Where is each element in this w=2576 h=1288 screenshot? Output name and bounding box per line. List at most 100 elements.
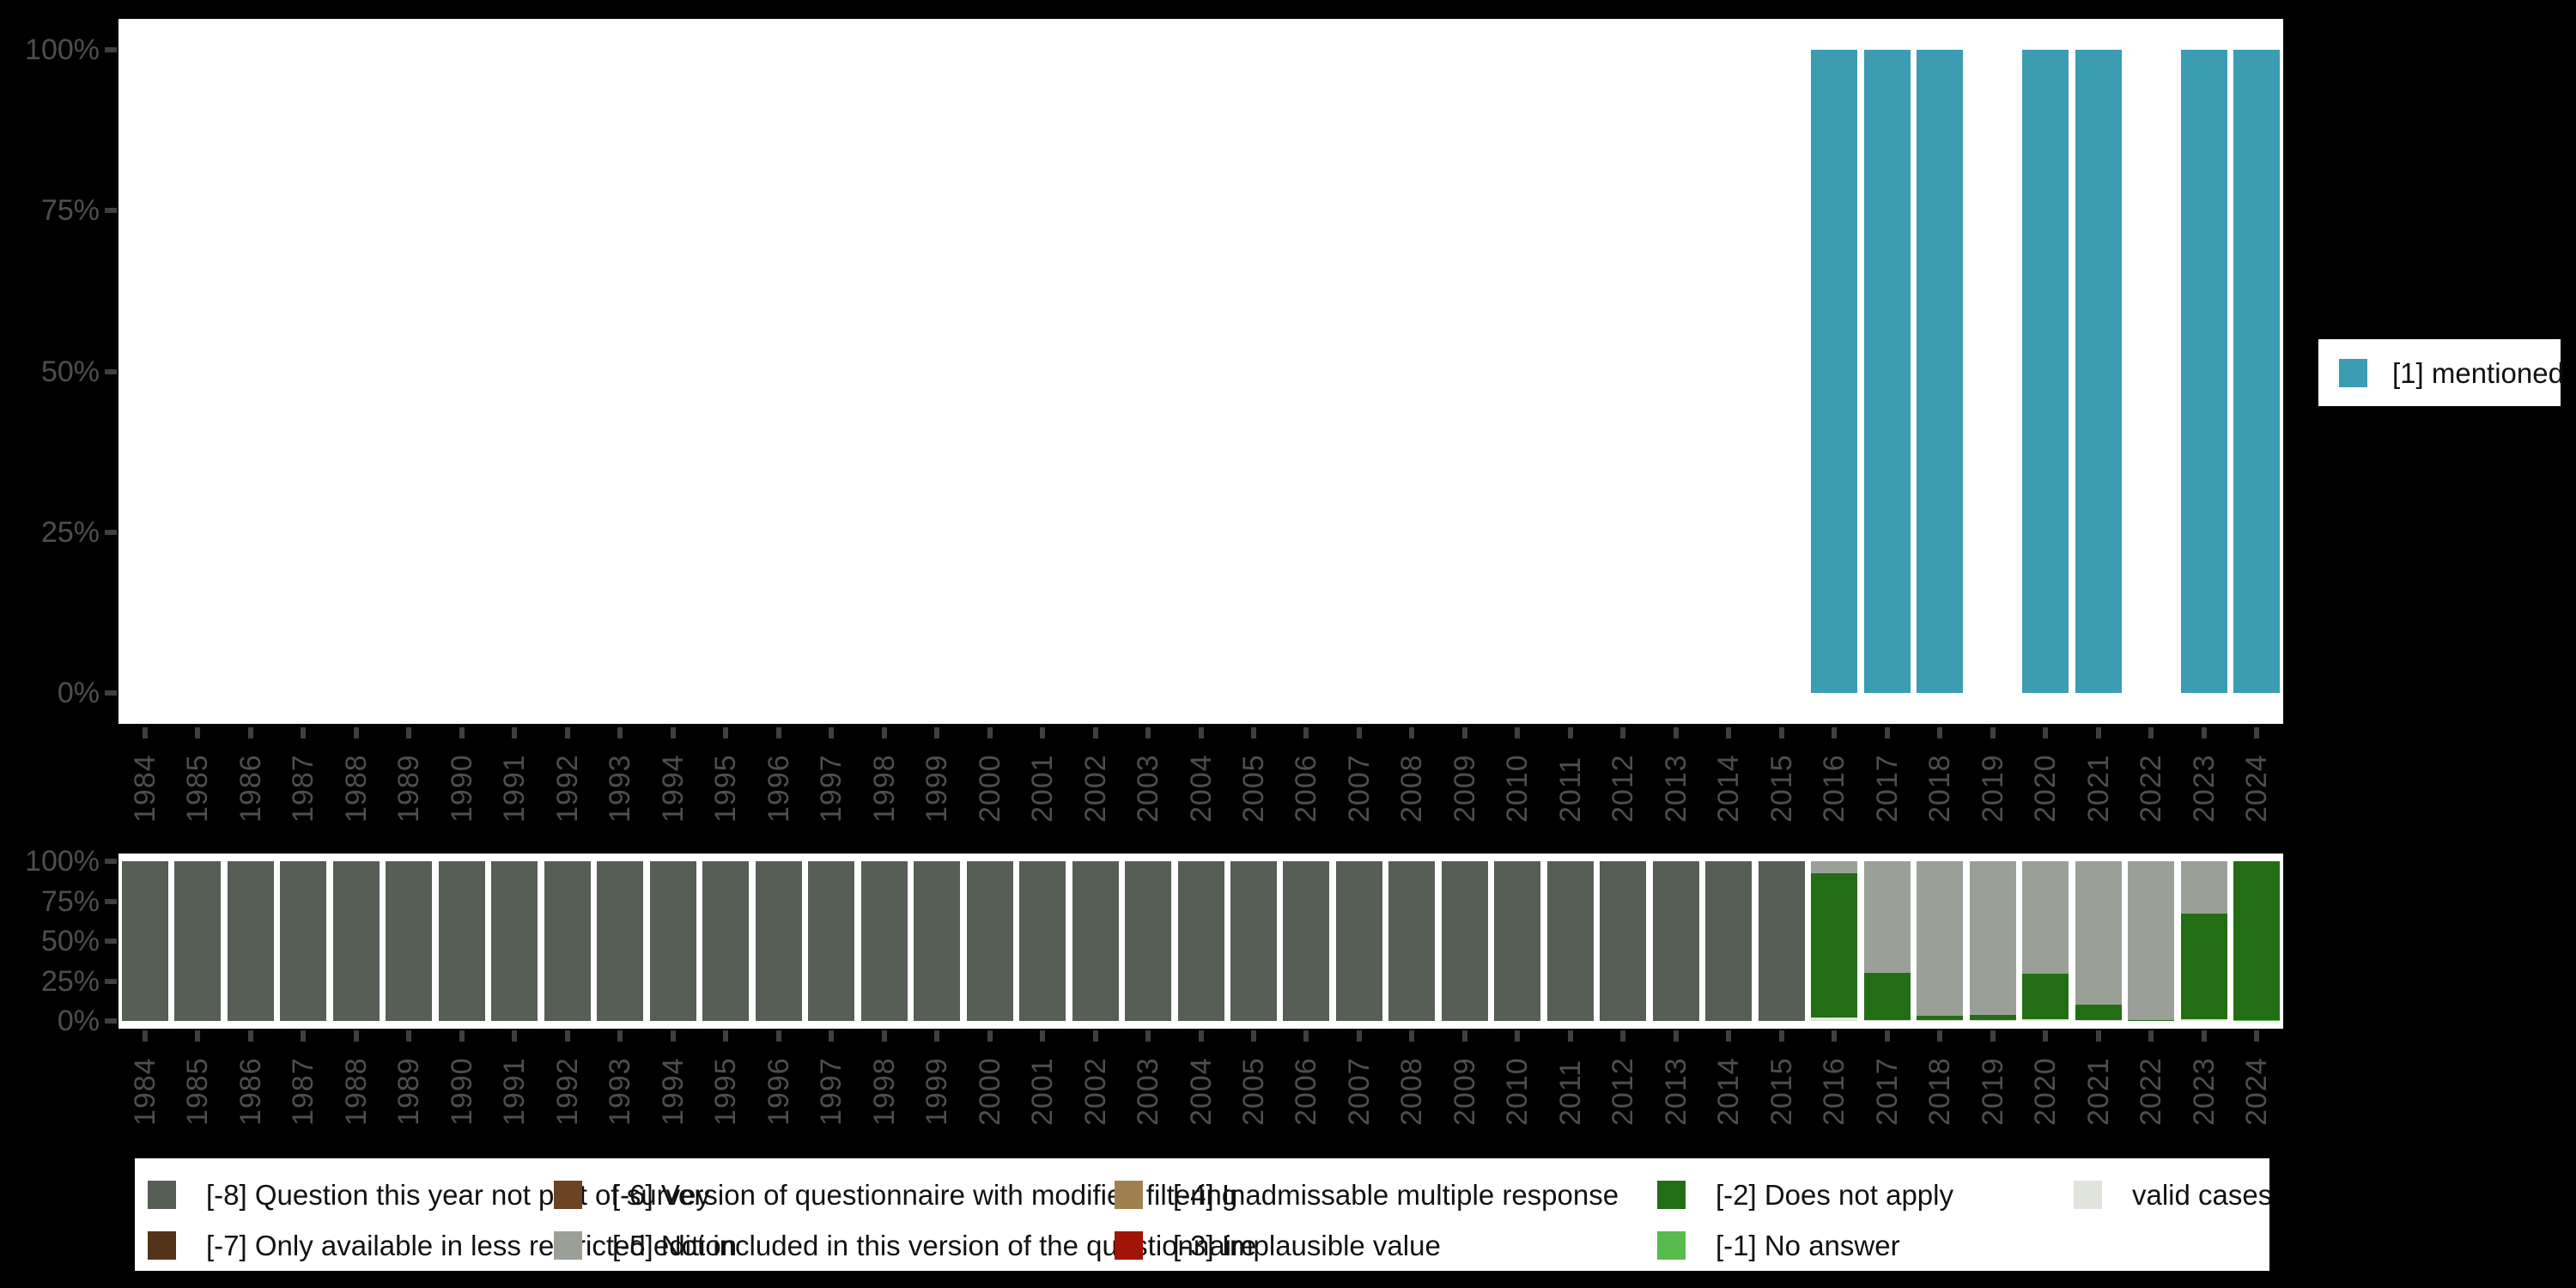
x-label-2024: 2024: [2240, 754, 2274, 823]
x-tick-1993: [617, 1030, 623, 1042]
x-tick-1984: [142, 1030, 148, 1042]
bottom-bar-2006: [1283, 861, 1330, 1021]
legend-label-m2: [-2] Does not apply: [1716, 1179, 1953, 1211]
x-label-2009: 2009: [1448, 754, 1481, 823]
bottom-bar-1996: [755, 861, 802, 1021]
x-label-2013: 2013: [1659, 754, 1692, 823]
bottom-bar-segment-m5: [2128, 861, 2175, 1020]
bottom-bar-segment-m2: [2233, 861, 2281, 1021]
x-label-1994: 1994: [656, 1057, 690, 1126]
bottom-bar-2008: [1388, 861, 1436, 1021]
legend-label-m1: [-1] No answer: [1716, 1230, 1900, 1261]
x-label-2014: 2014: [1712, 754, 1746, 823]
x-label-2016: 2016: [1818, 754, 1851, 823]
bottom-bar-segment-m8: [332, 861, 380, 1021]
x-tick-2009: [1461, 727, 1467, 738]
x-tick-2020: [2043, 1030, 2049, 1042]
x-label-2008: 2008: [1395, 754, 1429, 823]
x-tick-2001: [1040, 727, 1046, 738]
x-label-1989: 1989: [392, 1057, 426, 1126]
x-label-1995: 1995: [709, 754, 743, 823]
x-label-2012: 2012: [1607, 1057, 1640, 1126]
bottom-bar-1995: [702, 861, 750, 1021]
y-tick-100%: [105, 859, 117, 864]
bottom-bar-segment-m8: [1230, 861, 1277, 1021]
x-label-1987: 1987: [287, 754, 320, 823]
bottom-bar-segment-m8: [755, 861, 802, 1021]
legend-label-m7: [-7] Only available in less restricted e…: [206, 1230, 738, 1261]
bottom-bar-2005: [1230, 861, 1277, 1021]
bottom-bar-2009: [1441, 861, 1488, 1021]
bottom-bar-segment-m8: [1546, 861, 1594, 1021]
x-tick-2005: [1250, 1030, 1256, 1042]
bottom-bar-segment-m8: [1283, 861, 1330, 1021]
x-label-1997: 1997: [815, 754, 848, 823]
bottom-bar-1987: [280, 861, 327, 1021]
x-label-2017: 2017: [1870, 754, 1904, 823]
x-label-2011: 2011: [1553, 756, 1587, 823]
legend-swatch-m6: [554, 1181, 582, 1209]
bottom-bar-2010: [1494, 861, 1541, 1021]
bottom-bar-segment-m8: [1494, 861, 1541, 1021]
x-label-2019: 2019: [1976, 1057, 2009, 1126]
x-tick-1993: [617, 727, 623, 738]
x-label-2004: 2004: [1184, 754, 1218, 823]
top-bar-2017: [1863, 50, 1911, 693]
y-tick-label-25%: 25%: [40, 515, 100, 549]
x-label-2002: 2002: [1078, 754, 1112, 823]
x-label-1999: 1999: [920, 754, 954, 823]
bottom-bar-segment-m8: [386, 861, 433, 1021]
bottom-bar-segment-valid: [1811, 1018, 1858, 1021]
x-label-2000: 2000: [973, 754, 1006, 823]
x-tick-2016: [1832, 727, 1838, 738]
x-tick-1998: [881, 727, 887, 738]
bottom-bar-2007: [1335, 861, 1382, 1021]
x-tick-2000: [987, 727, 993, 738]
bottom-bar-1994: [649, 861, 696, 1021]
bottom-bar-segment-m8: [121, 861, 168, 1021]
bottom-bar-2021: [2075, 861, 2122, 1021]
bottom-bar-1986: [227, 861, 274, 1021]
x-tick-1985: [195, 1030, 201, 1042]
x-tick-2007: [1356, 727, 1362, 738]
x-label-2003: 2003: [1132, 754, 1164, 823]
top-bar-2018: [1917, 50, 1964, 693]
legend-swatch-m8: [148, 1181, 176, 1209]
bottom-bar-segment-m8: [544, 861, 591, 1021]
x-label-1986: 1986: [234, 754, 267, 823]
x-tick-1986: [247, 1030, 253, 1042]
bottom-bar-segment-m8: [649, 861, 696, 1021]
bottom-bar-1988: [332, 861, 380, 1021]
x-tick-2018: [1937, 727, 1943, 738]
legend-label-m4: [-4] Inadmissable multiple response: [1173, 1179, 1619, 1211]
bottom-bar-segment-m8: [280, 861, 327, 1021]
x-tick-2006: [1303, 1030, 1309, 1042]
bottom-bar-1985: [174, 861, 222, 1021]
x-tick-1998: [881, 1030, 887, 1042]
x-tick-1989: [406, 1030, 412, 1042]
bottom-bar-segment-m8: [174, 861, 222, 1021]
bottom-bar-2018: [1917, 861, 1964, 1021]
bottom-bar-segment-m8: [1705, 861, 1753, 1021]
x-label-1996: 1996: [762, 754, 795, 823]
x-label-2012: 2012: [1607, 754, 1640, 823]
bottom-bar-segment-m2: [2180, 914, 2227, 1019]
x-label-2013: 2013: [1659, 1057, 1692, 1126]
y-tick-label-75%: 75%: [40, 194, 100, 228]
x-tick-2024: [2254, 727, 2260, 738]
x-tick-2008: [1409, 1030, 1415, 1042]
x-tick-2005: [1250, 727, 1256, 738]
x-tick-2006: [1303, 727, 1309, 738]
x-tick-1988: [353, 1030, 359, 1042]
x-tick-1999: [934, 1030, 940, 1042]
y-tick-25%: [105, 529, 117, 535]
bottom-bar-segment-m2: [1811, 872, 1858, 1018]
missing-values-legend-box: [-8] Question this year not part of surv…: [135, 1158, 2272, 1271]
top-bar-2020: [2022, 50, 2069, 693]
top-bar-2024: [2233, 50, 2281, 693]
x-label-1998: 1998: [867, 754, 901, 823]
y-tick-50%: [105, 939, 117, 944]
bottom-bar-segment-m8: [597, 861, 644, 1021]
x-tick-2008: [1409, 727, 1415, 738]
bottom-bar-segment-m8: [702, 861, 750, 1021]
